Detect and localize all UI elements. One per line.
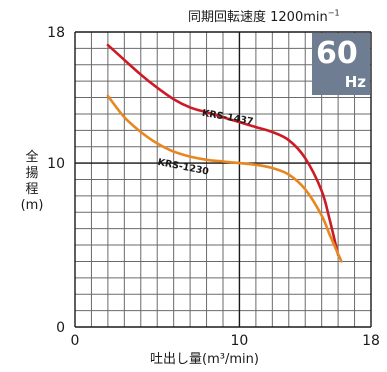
- x-tick-label: 10: [231, 333, 249, 349]
- chart-axes: [74, 31, 372, 328]
- x-tick-label: 0: [71, 333, 80, 349]
- y-axis-char-1: 全: [25, 150, 39, 165]
- y-axis-title: 全 揚 程 (m): [18, 150, 46, 214]
- y-axis-char-3: 程: [25, 182, 39, 197]
- y-tick-label: 10: [47, 156, 65, 172]
- frequency-value: 60: [316, 36, 358, 71]
- y-tick-label: 0: [56, 320, 65, 336]
- x-axis-title: 吐出し量(m³/min): [150, 348, 259, 367]
- series-line-krs-1230: [106, 94, 343, 263]
- x-tick-label: 18: [362, 333, 380, 349]
- x-axis-label: 吐出し量: [150, 352, 203, 367]
- y-tick-label: 18: [47, 25, 65, 41]
- y-axis-unit: (m): [20, 198, 44, 213]
- x-axis-unit: (m³/min): [202, 352, 259, 367]
- series-line-krs-1437: [106, 43, 340, 257]
- y-axis-char-2: 揚: [25, 166, 39, 181]
- rotation-speed-label: 同期回転速度 1200min−1: [188, 8, 340, 25]
- chart-series: [106, 43, 343, 263]
- frequency-unit: Hz: [344, 73, 366, 91]
- frequency-badge: 60 Hz: [312, 33, 370, 95]
